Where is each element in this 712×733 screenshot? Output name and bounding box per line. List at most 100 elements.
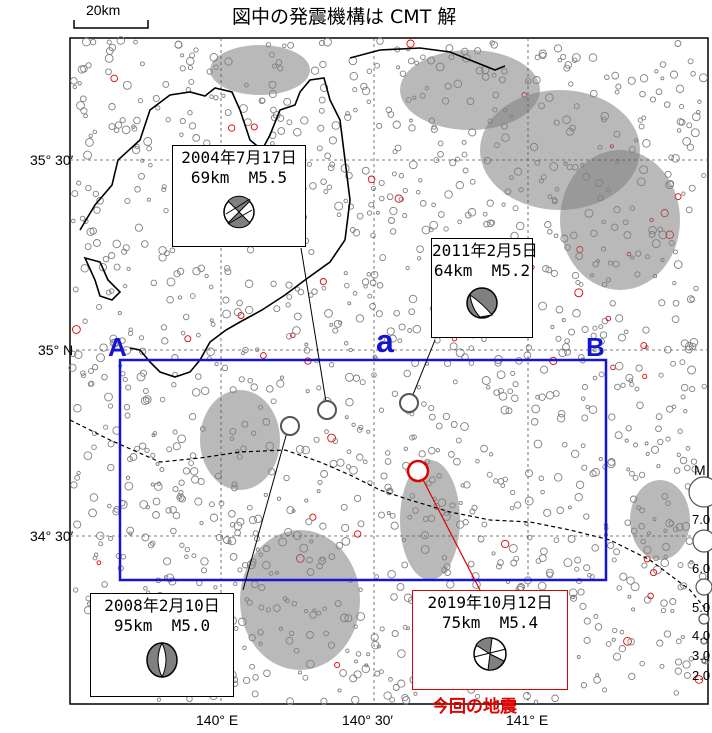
- epicenter-dot: [430, 125, 438, 133]
- epicenter-dot: [660, 607, 667, 614]
- epicenter-dot: [614, 431, 623, 440]
- epicenter-dot: [627, 637, 635, 646]
- epicenter-dot: [125, 384, 132, 391]
- epicenter-dot: [107, 440, 115, 448]
- epicenter-dot: [676, 452, 681, 457]
- cross-section-box: [118, 358, 608, 582]
- epicenter-dot: [408, 308, 416, 316]
- epicenter-dot: [179, 65, 186, 72]
- epicenter-dot: [626, 576, 635, 585]
- epicenter-dot: [462, 519, 469, 526]
- event-box-2019: 2019年10月12日 75km M5.4: [412, 590, 568, 690]
- epicenter-dot: [85, 138, 94, 147]
- epicenter-dot: [401, 693, 409, 702]
- epicenter-dot: [159, 396, 166, 403]
- epicenter-dot: [687, 365, 697, 375]
- epicenter-dot: [467, 208, 477, 217]
- epicenter-dot: [391, 390, 399, 397]
- epicenter-dot: [376, 282, 384, 289]
- epicenter-dot: [550, 325, 555, 330]
- epicenter-dot: [242, 676, 251, 685]
- epicenter-dot: [213, 585, 218, 590]
- seismicity-cluster: [630, 480, 690, 560]
- epicenter-dot: [128, 327, 133, 332]
- event-depth-magnitude: 75km M5.4: [441, 613, 539, 632]
- epicenter-dot: [486, 471, 493, 478]
- beachball-icon: [146, 641, 178, 679]
- lon-label-140-30: 140° 30′: [342, 712, 394, 728]
- epicenter-dot: [475, 458, 480, 464]
- epicenter-dot: [119, 337, 126, 344]
- epicenter-dot: [277, 127, 286, 135]
- epicenter-dot: [345, 464, 352, 470]
- epicenter-dot: [352, 87, 358, 93]
- epicenter-dot: [673, 260, 683, 269]
- epicenter-dot: [455, 348, 465, 358]
- epicenter-dot: [642, 326, 650, 334]
- epicenter-dot: [344, 372, 354, 382]
- epicenter-dot: [467, 560, 475, 568]
- epicenter-dot: [463, 481, 471, 489]
- epicenter-dot: [172, 486, 179, 493]
- epicenter-dot: [577, 588, 585, 596]
- epicenter-dot: [126, 526, 135, 535]
- epicenter-dot: [304, 342, 309, 347]
- epicenter-dot: [572, 57, 578, 63]
- epicenter-dot: [680, 394, 686, 400]
- coastline: [79, 47, 506, 378]
- epicenter-dot: [638, 471, 646, 479]
- epicenter-dot: [486, 219, 495, 228]
- epicenter-dot: [363, 284, 368, 289]
- epicenter-dot: [336, 212, 342, 218]
- legend-level-6: 6.0: [692, 561, 711, 576]
- epicenter-dot: [149, 540, 156, 546]
- epicenter-dot: [538, 49, 547, 58]
- epicenter-dot: [194, 497, 203, 506]
- epicenter-dot: [320, 470, 329, 478]
- epicenter-dot: [535, 394, 540, 400]
- epicenter-dot: [437, 140, 444, 147]
- epicenter-dot: [686, 122, 693, 129]
- epicenter-dot: [512, 381, 519, 388]
- epicenter-dot: [701, 172, 707, 179]
- epicenter-dot: [379, 626, 385, 632]
- epicenter-dot: [698, 73, 708, 83]
- epicenter-dot: [618, 645, 626, 653]
- epicenter-dot: [285, 281, 293, 289]
- epicenter-dot: [660, 76, 665, 81]
- epicenter-dot: [674, 40, 682, 47]
- epicenter-dot: [146, 145, 152, 152]
- epicenter-dot: [496, 563, 502, 570]
- epicenter-dot: [500, 405, 510, 415]
- epicenter-dot: [280, 375, 285, 380]
- epicenter-dot: [276, 379, 285, 388]
- epicenter-dot: [515, 221, 525, 231]
- epicenter-dot: [591, 544, 599, 552]
- epicenter-dot: [694, 675, 704, 684]
- epicenter-dot: [116, 36, 126, 45]
- event-depth-magnitude: 95km M5.0: [113, 616, 211, 635]
- epicenter-dot: [419, 200, 427, 207]
- epicenter-dot: [180, 53, 185, 58]
- epicenter-dot: [301, 445, 310, 455]
- epicenter-dot: [291, 508, 296, 513]
- epicenter-dot: [176, 267, 185, 276]
- epicenter-2019: [406, 459, 430, 483]
- epicenter-dot: [316, 489, 321, 494]
- epicenter-dot: [345, 111, 350, 116]
- epicenter-dot: [287, 41, 295, 49]
- epicenter-dot: [161, 337, 169, 345]
- epicenter-dot: [233, 308, 242, 317]
- profile-end-label: B: [586, 332, 605, 362]
- epicenter-dot: [581, 464, 588, 471]
- epicenter-dot: [674, 667, 682, 675]
- epicenter-dot: [85, 184, 92, 192]
- epicenter-dot: [457, 219, 462, 225]
- epicenter-dot: [380, 472, 388, 480]
- epicenter-dot: [390, 521, 399, 530]
- epicenter-dot: [428, 404, 435, 412]
- epicenter-dot: [273, 305, 281, 313]
- epicenter-dot: [461, 139, 467, 145]
- epicenter-dot: [344, 282, 350, 289]
- epicenter-dot: [469, 508, 476, 515]
